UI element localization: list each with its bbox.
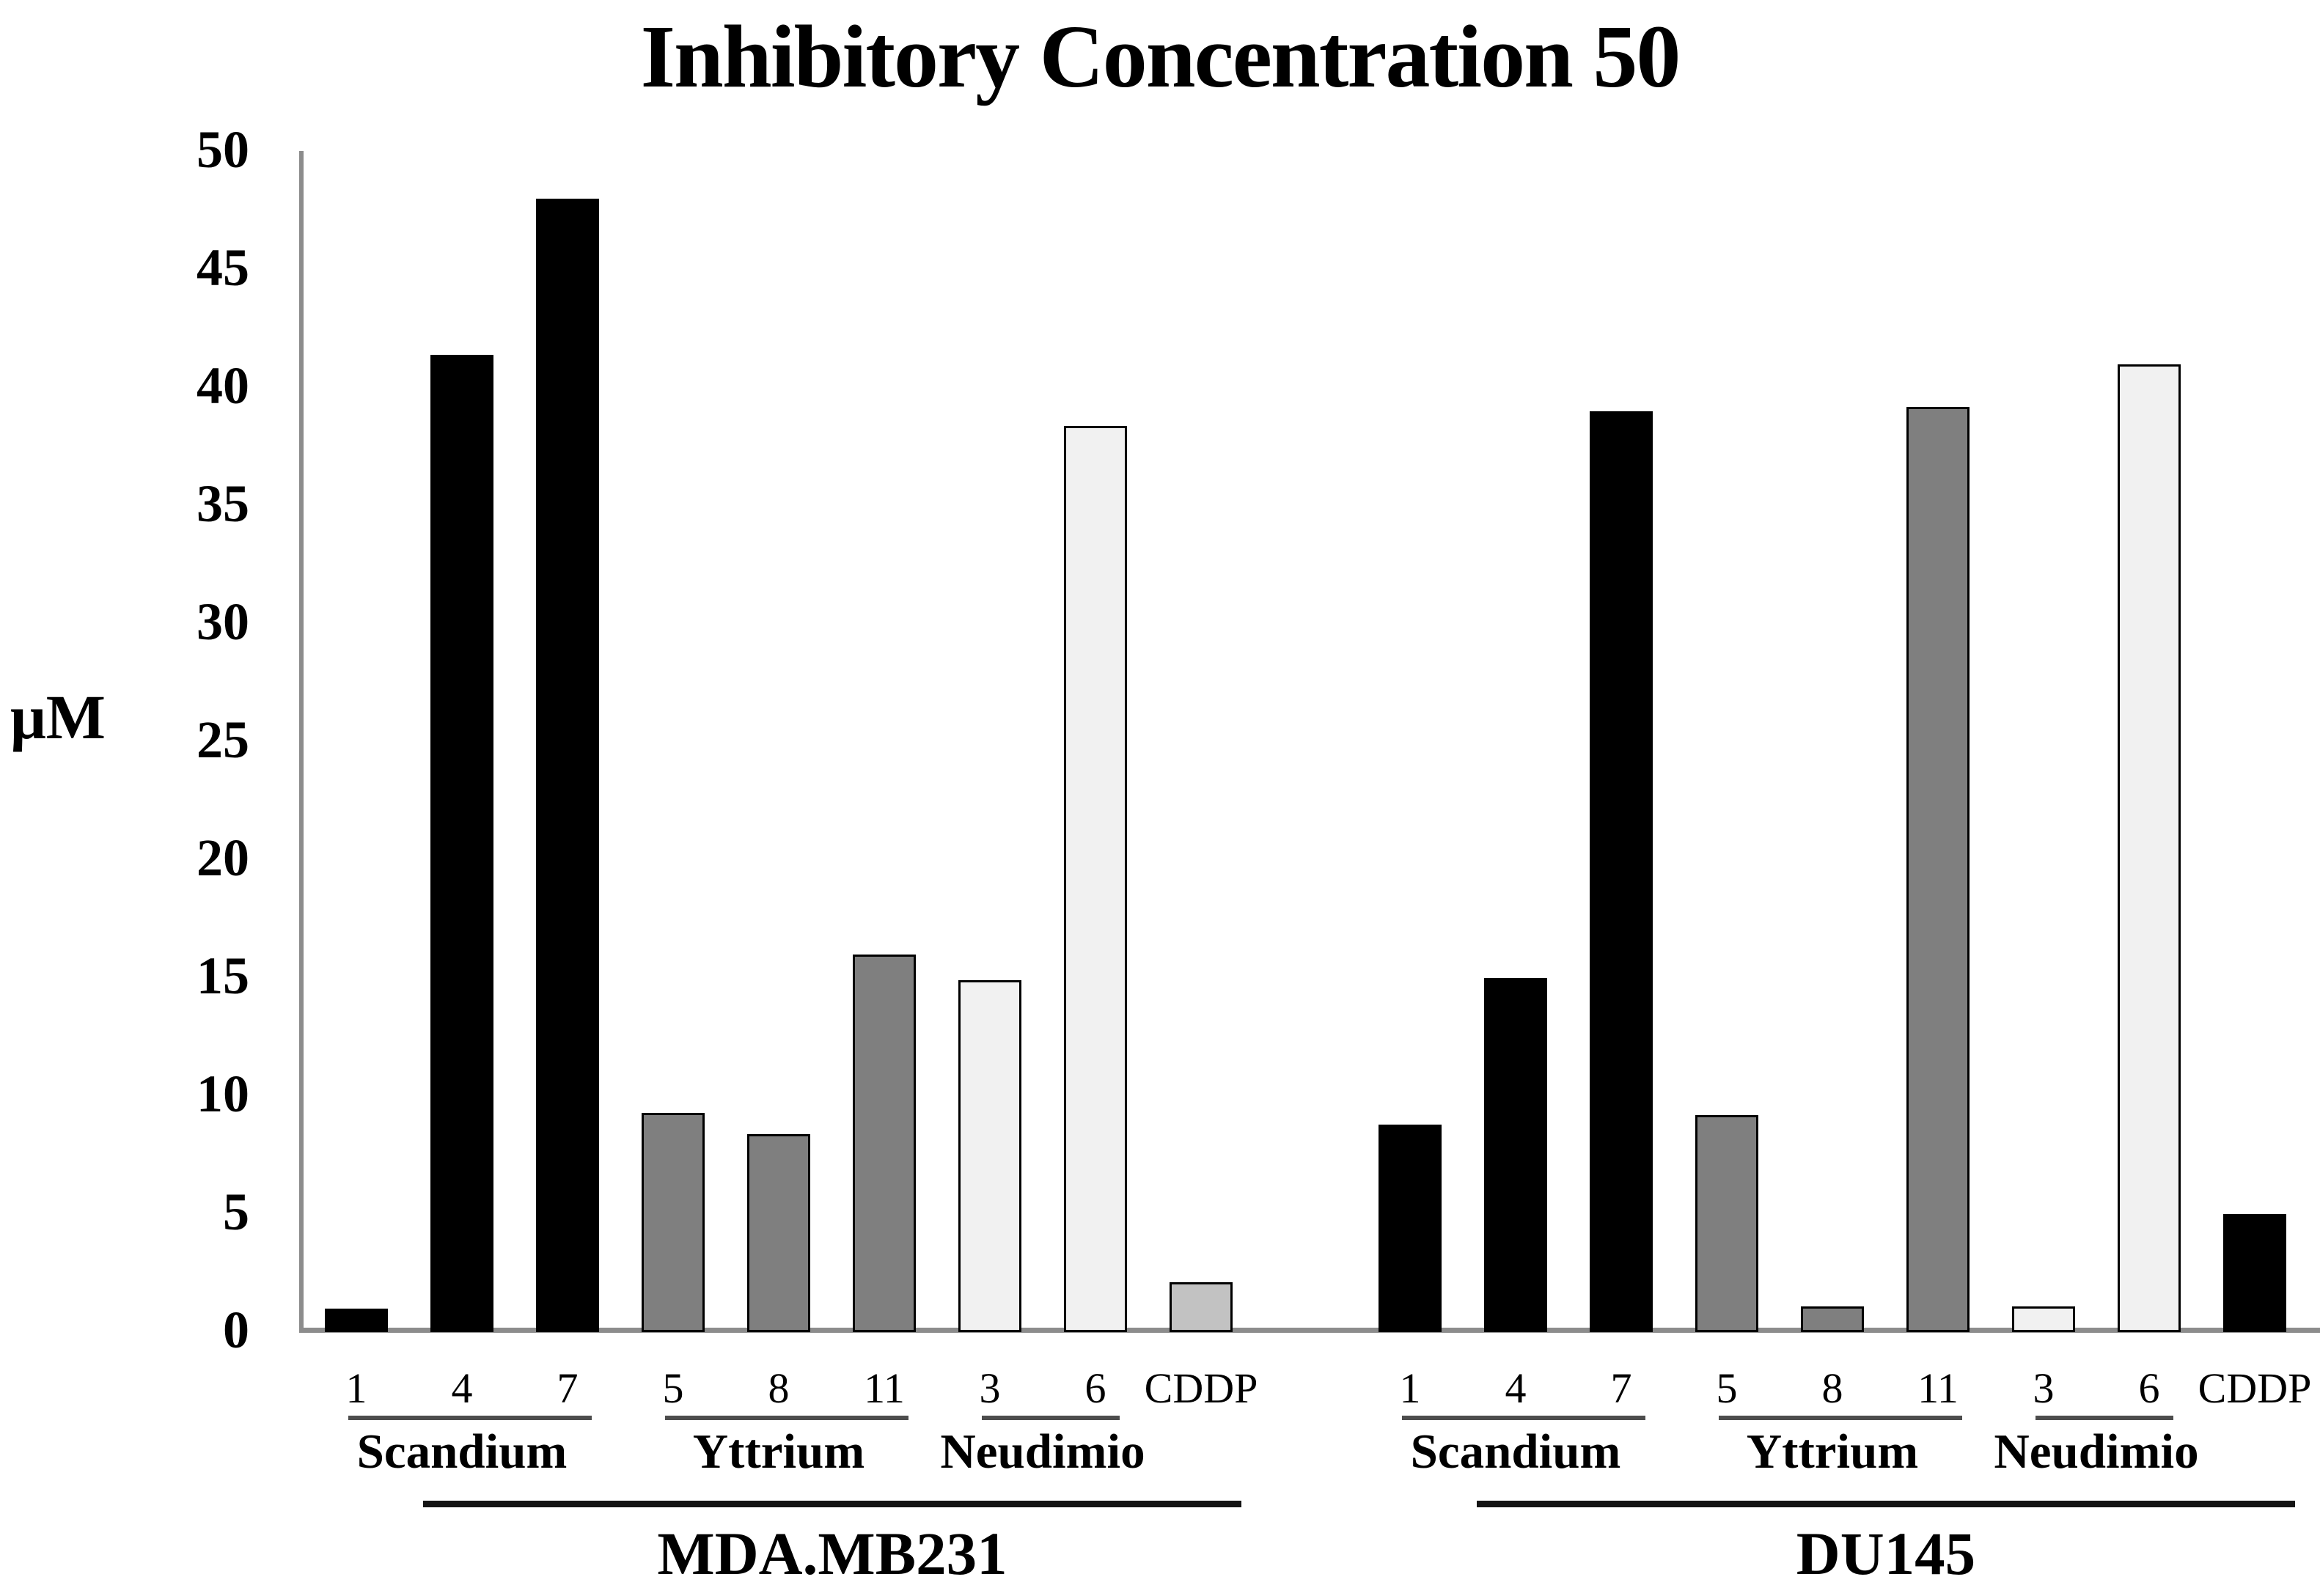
bar [1590,411,1653,1332]
y-tick-label: 30 [197,592,249,651]
bar [747,1134,810,1332]
bar [1064,426,1127,1332]
subgroup-underline [1719,1416,1962,1420]
bar-label: 11 [864,1364,905,1412]
bar-label: 4 [1505,1364,1527,1412]
bar-label: 1 [345,1364,367,1412]
bar-label: 11 [1917,1364,1959,1412]
subgroup-label: Scandium [1410,1424,1621,1479]
y-tick-label: 40 [197,356,249,415]
y-tick-label: 5 [223,1183,249,1241]
bar [642,1113,705,1332]
subgroup-underline [1402,1416,1645,1420]
bar [2012,1306,2075,1332]
bar [1695,1115,1758,1332]
group-line [423,1501,1241,1507]
group-line [1477,1501,2295,1507]
bar [853,955,916,1332]
y-tick-label: 0 [223,1301,249,1359]
bar [2223,1214,2286,1332]
bar [1379,1125,1442,1332]
bar-label: 3 [2033,1364,2055,1412]
bar-label: 5 [1716,1364,1738,1412]
subgroup-underline [2035,1416,2173,1420]
bar-label: 6 [1084,1364,1106,1412]
bar-label: 1 [1399,1364,1421,1412]
y-tick-label: 20 [197,828,249,887]
bar-label: 4 [451,1364,473,1412]
subgroup-label: Neudimio [1994,1424,2199,1479]
subgroup-underline [982,1416,1120,1420]
bar-label: 7 [1610,1364,1632,1412]
chart-title: Inhibitory Concentration 50 [640,7,1681,106]
bar [1484,978,1547,1332]
bar [536,199,599,1332]
y-axis-label: μM [10,682,106,752]
bar-label: 5 [662,1364,684,1412]
y-tick-label: 45 [197,238,249,297]
bar [325,1309,388,1332]
bar-label: 3 [979,1364,1001,1412]
bar-label: 6 [2138,1364,2160,1412]
group-label: DU145 [1796,1520,1976,1587]
y-tick-label: 10 [197,1064,249,1123]
bar [1801,1306,1864,1332]
subgroup-label: Scandium [356,1424,568,1479]
bar-label: CDDP [1144,1364,1258,1412]
group-label: MDA.MB231 [657,1520,1007,1587]
y-tick-label: 50 [197,120,249,179]
y-tick-label: 25 [197,710,249,769]
x-axis-line [299,1328,2320,1333]
bar [1170,1282,1233,1332]
bar [958,980,1021,1332]
subgroup-underline [665,1416,908,1420]
y-axis-line [299,151,304,1333]
subgroup-underline [348,1416,592,1420]
subgroup-label: Neudimio [940,1424,1145,1479]
y-tick-label: 35 [197,474,249,533]
bar [1906,407,1970,1332]
bar-label: 8 [768,1364,790,1412]
bar-label: 7 [557,1364,579,1412]
y-tick-label: 15 [197,946,249,1005]
subgroup-label: Yttrium [1746,1424,1919,1479]
bar [2118,364,2181,1332]
bar [430,355,493,1332]
bar-label: 8 [1821,1364,1843,1412]
subgroup-label: Yttrium [692,1424,865,1479]
bar-label: CDDP [2198,1364,2312,1412]
